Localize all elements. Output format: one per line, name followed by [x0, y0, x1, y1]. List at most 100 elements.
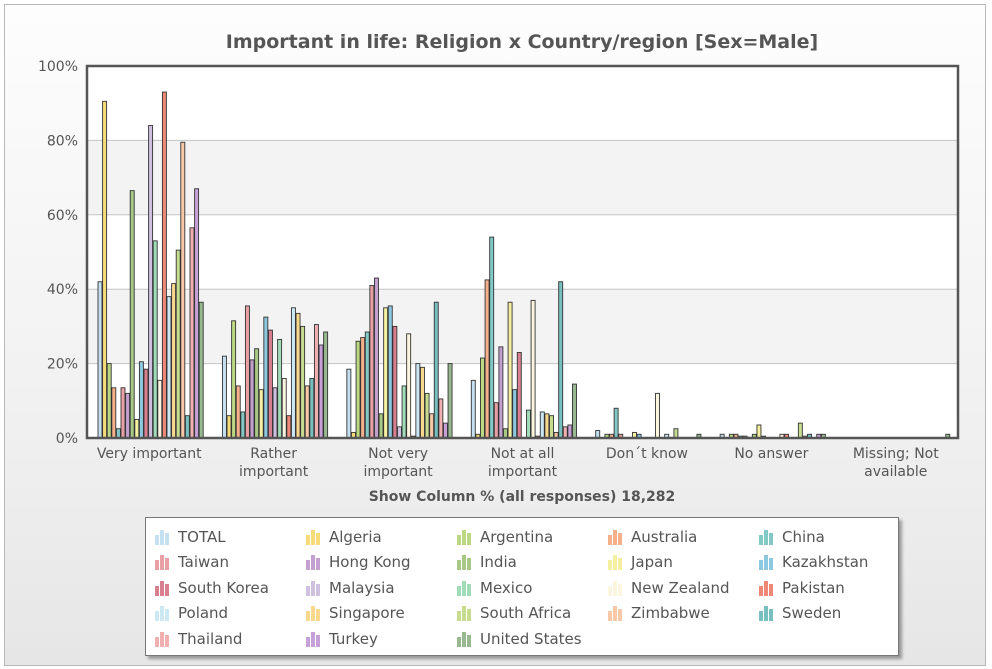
bar-malaysia — [148, 125, 154, 439]
bar-china — [115, 428, 121, 439]
legend-item[interactable]: Kazakhstan — [758, 552, 868, 572]
legend-label: Taiwan — [178, 553, 230, 571]
bar-china — [489, 236, 495, 439]
bar-thailand — [438, 398, 444, 439]
legend-item[interactable]: Australia — [607, 527, 697, 547]
legend-swatch-icon — [155, 555, 169, 570]
bar-united-states — [447, 363, 453, 439]
bar-australia — [111, 387, 117, 439]
bar-poland — [539, 411, 545, 439]
bar-china — [240, 411, 246, 439]
bar-new-zealand — [655, 392, 660, 439]
legend-item[interactable]: Hong Kong — [305, 552, 411, 572]
legend-item[interactable]: China — [758, 527, 825, 547]
chart-legend: TOTAL Algeria Argentina Australia China Taiwa… — [145, 517, 899, 656]
bar-sweden — [433, 301, 439, 439]
bar-poland — [166, 296, 172, 439]
legend-item[interactable]: Malaysia — [305, 578, 395, 598]
legend-swatch-icon — [457, 530, 471, 545]
bar-south-africa — [424, 392, 430, 439]
legend-label: TOTAL — [178, 528, 226, 546]
bar-total — [97, 281, 103, 439]
bar-united-states — [198, 301, 204, 439]
legend-item[interactable]: India — [456, 552, 517, 572]
legend-item[interactable]: TOTAL — [154, 527, 226, 547]
bar-australia — [360, 337, 366, 439]
bar-south-korea — [516, 351, 522, 439]
legend-item[interactable]: Sweden — [758, 603, 841, 623]
legend-swatch-icon — [155, 530, 169, 545]
bar-south-africa — [797, 422, 803, 439]
y-tick-label: 100% — [38, 59, 78, 75]
legend-label: Mexico — [480, 579, 533, 597]
legend-item[interactable]: South Korea — [154, 578, 269, 598]
bar-thailand — [313, 324, 319, 439]
legend-label: Malaysia — [329, 579, 395, 597]
bar-argentina — [106, 363, 112, 439]
bar-mexico — [526, 409, 531, 439]
x-axis-title: Show Column % (all responses) 18,282 — [369, 489, 676, 505]
legend-label: Thailand — [178, 630, 243, 648]
bar-poland — [290, 307, 296, 439]
bar-india — [378, 413, 384, 439]
bar-india — [503, 428, 508, 439]
bar-japan — [756, 424, 762, 439]
legend-swatch-icon — [155, 606, 169, 621]
plot-band — [87, 289, 958, 364]
bar-pakistan — [161, 91, 167, 439]
bar-china — [613, 407, 619, 439]
legend-swatch-icon — [759, 555, 773, 570]
bar-australia — [235, 385, 241, 439]
legend-item[interactable]: Turkey — [305, 629, 378, 649]
legend-item[interactable]: Taiwan — [154, 552, 229, 572]
plot-band — [87, 140, 958, 215]
bar-china — [364, 331, 370, 439]
legend-swatch-icon — [457, 632, 471, 647]
bar-singapore — [420, 366, 425, 439]
legend-swatch-icon — [608, 581, 622, 596]
legend-item[interactable]: South Africa — [456, 603, 571, 623]
legend-label: South Africa — [480, 604, 572, 622]
legend-item[interactable]: New Zealand — [607, 578, 730, 598]
legend-item[interactable]: Pakistan — [758, 578, 845, 598]
bar-south-africa — [673, 428, 679, 439]
bar-india — [129, 190, 135, 439]
bar-hong-kong — [125, 392, 131, 439]
legend-label: India — [480, 553, 517, 571]
legend-label: Argentina — [480, 528, 554, 546]
y-tick-label: 60% — [47, 208, 78, 224]
bar-hong-kong — [374, 277, 379, 439]
legend-item[interactable]: Algeria — [305, 527, 382, 547]
bar-japan — [383, 307, 389, 439]
bar-turkey — [567, 424, 573, 439]
bar-hong-kong — [498, 346, 504, 439]
bar-united-states — [572, 383, 577, 439]
legend-label: Singapore — [329, 604, 405, 622]
legend-label: Zimbabwe — [631, 604, 710, 622]
legend-swatch-icon — [608, 530, 622, 545]
chart-title: Important in life: Religion x Country/re… — [226, 31, 818, 53]
bar-sweden — [184, 415, 190, 439]
legend-label: Australia — [631, 528, 698, 546]
legend-label: Algeria — [329, 528, 382, 546]
bar-taiwan — [120, 387, 126, 439]
legend-item[interactable]: Poland — [154, 603, 228, 623]
bar-argentina — [480, 357, 485, 439]
bar-south-korea — [392, 325, 398, 439]
y-tick-label: 0% — [56, 431, 78, 447]
legend-swatch-icon — [457, 606, 471, 621]
legend-swatch-icon — [759, 530, 773, 545]
legend-item[interactable]: Argentina — [456, 527, 553, 547]
legend-item[interactable]: United States — [456, 629, 582, 649]
legend-swatch-icon — [306, 632, 320, 647]
legend-item[interactable]: Singapore — [305, 603, 405, 623]
bar-total — [346, 368, 352, 439]
x-tick-label: Rather important — [239, 446, 309, 480]
legend-item[interactable]: Thailand — [154, 629, 242, 649]
bar-hong-kong — [249, 359, 255, 439]
legend-item[interactable]: Zimbabwe — [607, 603, 710, 623]
legend-swatch-icon — [306, 555, 320, 570]
legend-item[interactable]: Japan — [607, 552, 673, 572]
legend-item[interactable]: Mexico — [456, 578, 532, 598]
